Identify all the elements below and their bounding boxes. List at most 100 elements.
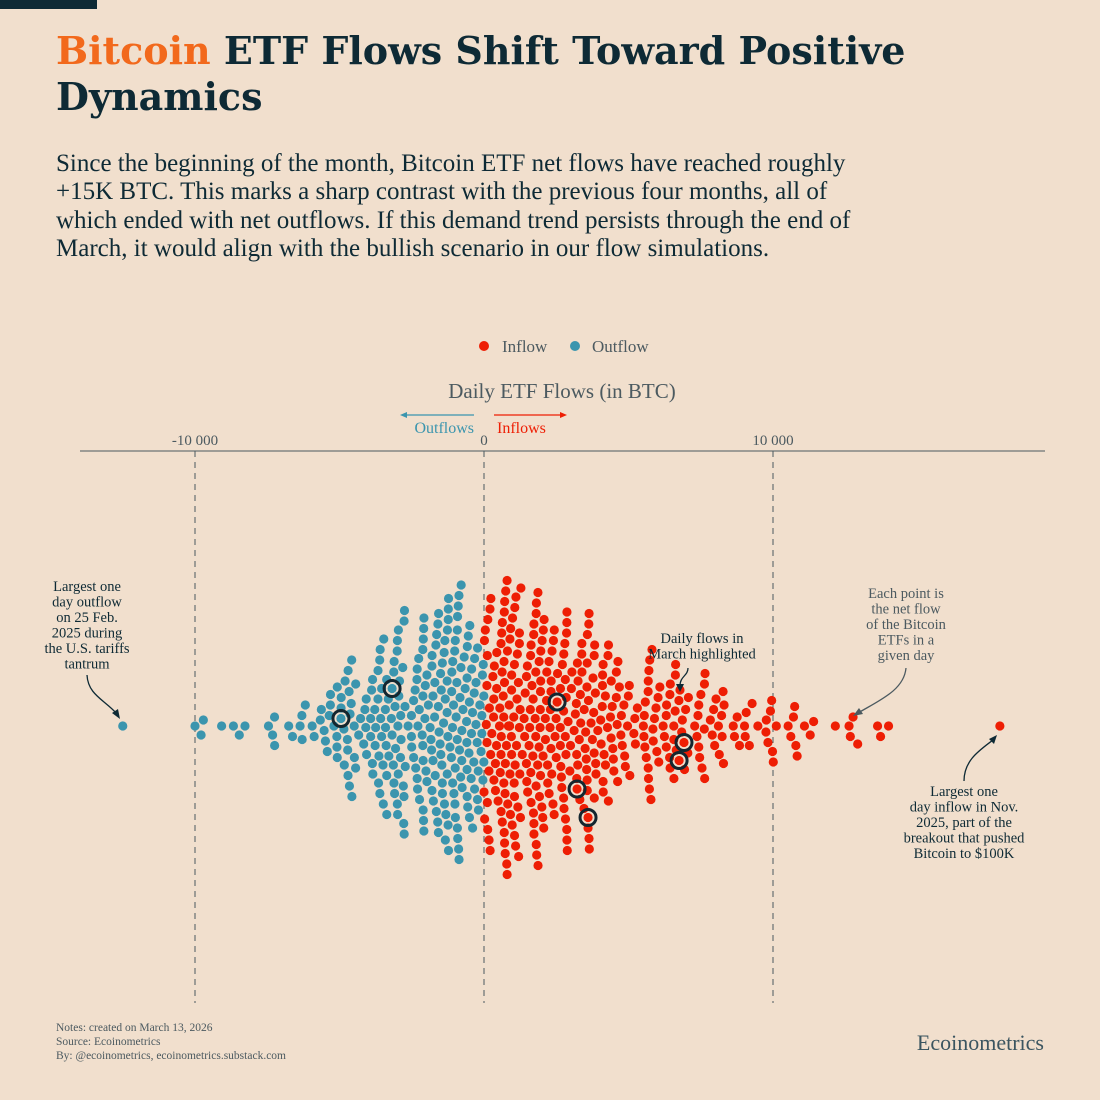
outflow-point — [427, 650, 437, 661]
outflow-point — [263, 721, 274, 731]
inflow-point — [717, 731, 727, 742]
outflow-point — [295, 721, 305, 731]
inflow-point — [643, 763, 653, 773]
outflow-point — [346, 698, 356, 709]
outflow-point — [418, 644, 428, 655]
inflow-point — [792, 751, 802, 761]
outflow-point — [393, 809, 403, 820]
outflow-point — [403, 721, 413, 731]
annotation-each-point: Each point is the net flow of the Bitcoin E… — [866, 586, 946, 664]
outflow-point — [325, 700, 335, 710]
inflow-point — [529, 829, 539, 839]
outflow-point — [332, 731, 342, 742]
arrow-each-point-head — [853, 708, 863, 716]
outflow-point — [418, 755, 428, 766]
inflow-point — [598, 659, 608, 670]
outflow-point — [389, 656, 399, 667]
inflow-point — [549, 809, 559, 820]
outflow-point — [448, 778, 458, 788]
inflow-point — [603, 640, 614, 650]
outflow-point — [418, 634, 428, 644]
inflow-point — [717, 710, 727, 721]
march-highlight-ring — [674, 733, 694, 752]
inflow-point — [639, 710, 649, 721]
inflow-point — [530, 713, 540, 724]
inflow-point — [692, 731, 702, 742]
outflow-point — [399, 791, 409, 802]
outflow-point — [428, 796, 438, 806]
outflow-point — [366, 713, 376, 724]
inflow-point — [596, 715, 606, 725]
inflow-point — [499, 778, 509, 788]
outflow-point — [443, 604, 453, 614]
inflow-point — [670, 706, 680, 716]
outflow-point — [367, 674, 378, 685]
inflow-point — [496, 638, 506, 649]
data-points — [118, 575, 1005, 880]
inflow-point — [791, 740, 801, 751]
outflow-point — [343, 770, 353, 781]
inflow-point — [529, 619, 539, 629]
outflow-point — [456, 662, 466, 673]
inflow-point — [557, 659, 567, 670]
inflow-point — [522, 776, 532, 787]
outflow-point — [396, 734, 406, 745]
outflow-point — [467, 823, 478, 833]
inflow-point — [520, 688, 530, 698]
inflow-point — [559, 649, 569, 659]
inflow-point — [517, 749, 527, 760]
inflow-point — [587, 734, 598, 745]
inflow-point — [581, 727, 591, 737]
inflow-point — [486, 593, 496, 604]
outflow-point — [470, 653, 480, 664]
outflow-point — [344, 686, 354, 697]
outflow-point — [118, 721, 128, 731]
outflow-point — [325, 689, 336, 700]
inflow-point — [695, 752, 705, 763]
outflow-point — [351, 679, 361, 689]
inflow-point — [531, 608, 541, 619]
inflow-point — [579, 704, 589, 715]
inflow-point — [643, 686, 653, 697]
outflow-point — [400, 761, 410, 772]
inflow-point — [611, 692, 621, 703]
outflow-point — [466, 773, 476, 784]
outflow-point — [477, 670, 488, 680]
inflow-point — [617, 740, 627, 751]
inflow-point — [699, 724, 709, 734]
outflow-point — [190, 721, 200, 731]
inflow-point — [679, 737, 689, 748]
outflow-point — [435, 668, 446, 679]
outflow-point — [450, 763, 460, 773]
outflow-point — [442, 769, 452, 779]
inflow-point — [552, 668, 563, 679]
inflow-point — [480, 625, 490, 635]
inflow-point — [529, 629, 539, 640]
outflow-point — [297, 734, 307, 745]
inflow-point — [830, 721, 840, 731]
inflow-point — [576, 718, 586, 728]
inflow-point — [700, 668, 710, 679]
inflow-point — [763, 737, 773, 748]
march-highlight-ring — [567, 779, 587, 799]
inflow-point — [661, 700, 672, 710]
inflow-point — [583, 812, 593, 823]
inflow-point — [744, 740, 754, 751]
inflow-point — [498, 691, 508, 701]
outflow-point — [438, 718, 449, 728]
outflow-point — [398, 781, 408, 791]
inflow-point — [502, 575, 512, 586]
inflow-point — [484, 835, 494, 845]
outflow-point — [359, 739, 369, 749]
inflow-point — [534, 742, 544, 752]
outflow-point — [378, 799, 388, 809]
inflow-point — [505, 634, 515, 644]
inflow-point — [536, 676, 546, 686]
outflow-point — [454, 844, 464, 854]
inflow-point — [556, 772, 566, 782]
outflow-point — [393, 721, 403, 731]
inflow-point — [620, 761, 630, 772]
outflow-point — [228, 721, 239, 731]
inflow-point — [496, 749, 506, 760]
inflow-point — [640, 742, 650, 752]
